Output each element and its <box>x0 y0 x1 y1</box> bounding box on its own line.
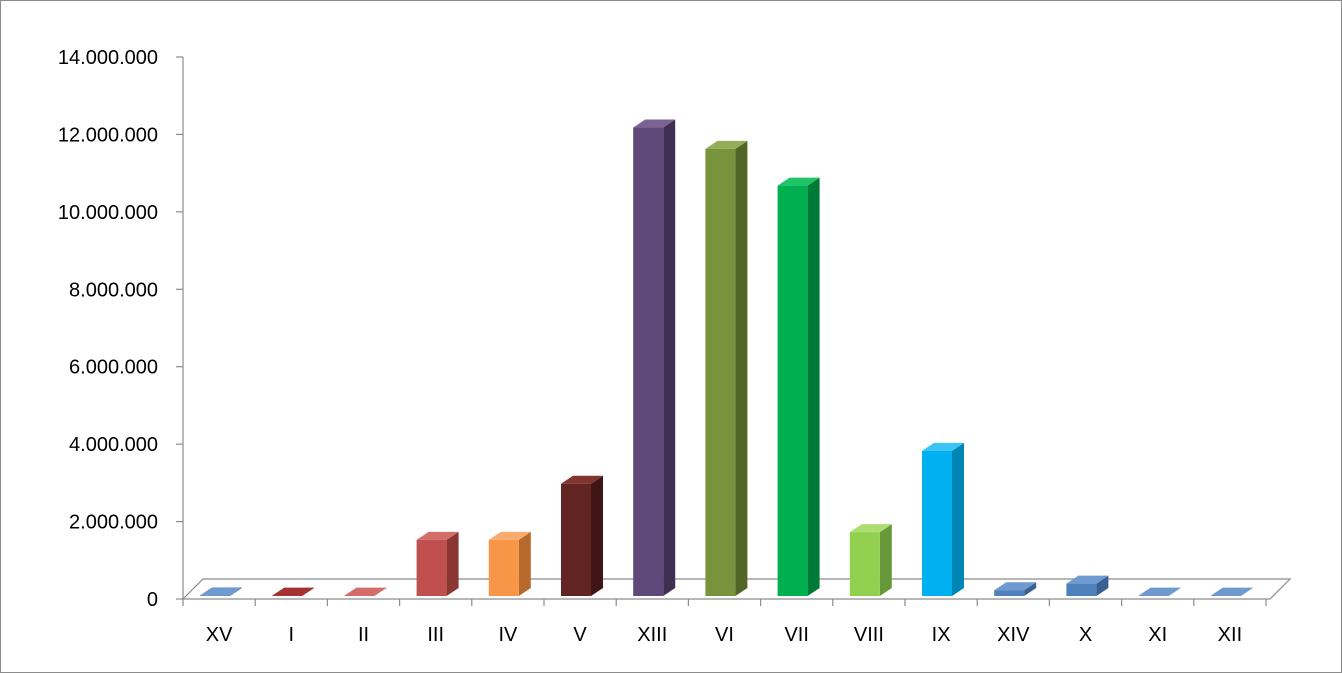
bar-front <box>1066 583 1097 596</box>
x-tick-label: IV <box>498 624 518 646</box>
bar-I <box>272 587 315 596</box>
bar-top <box>849 524 892 533</box>
bar-front <box>922 450 952 596</box>
bar-X <box>1066 575 1109 596</box>
bar-front <box>416 539 447 596</box>
bar-side <box>1168 587 1181 596</box>
bar-IX <box>922 442 964 596</box>
bar-side <box>374 587 387 596</box>
bar-XV <box>200 587 242 596</box>
bar-XI <box>1138 587 1181 596</box>
bar-top <box>200 587 242 596</box>
x-tick-label: IX <box>932 624 951 646</box>
bar-VI <box>705 140 748 596</box>
bar-side <box>735 140 748 596</box>
bar-front <box>200 595 230 596</box>
x-tick-label: XV <box>206 624 233 646</box>
bar-side <box>518 531 531 596</box>
x-tick-label: V <box>573 624 587 646</box>
x-tick-label: XII <box>1218 624 1242 646</box>
bar-VIII <box>849 524 892 596</box>
x-tick-label: VIII <box>854 624 884 646</box>
bar-XII <box>1210 587 1253 596</box>
y-tick-label: 4.000.000 <box>69 434 158 456</box>
floor-outline <box>181 578 1292 600</box>
bar-top <box>994 582 1037 591</box>
x-tick-label: X <box>1079 624 1092 646</box>
bar-front <box>488 539 519 596</box>
y-tick-label: 12.000.000 <box>58 124 158 146</box>
bar-front <box>705 148 736 596</box>
chart-bars <box>200 119 1253 597</box>
bar-side <box>1240 587 1253 596</box>
chart-floor <box>181 578 1292 600</box>
x-tick-label: II <box>358 624 369 646</box>
y-tick-label: 8.000.000 <box>69 279 158 301</box>
bar-II <box>344 587 387 596</box>
bar-V <box>561 475 603 596</box>
bar-XIII <box>633 119 676 597</box>
bar-top <box>777 177 820 186</box>
bar-side <box>446 531 459 596</box>
bar-side <box>1096 575 1109 596</box>
bar-III <box>416 531 459 596</box>
bar-side <box>591 475 603 596</box>
bar-side <box>663 119 676 597</box>
y-tick-label: 14.000.000 <box>58 47 158 69</box>
bar-side <box>952 442 964 596</box>
bar-top <box>561 475 603 484</box>
x-tick-label: VI <box>715 624 734 646</box>
bar-front <box>777 185 808 596</box>
bar-top <box>488 531 531 540</box>
y-tick-label: 0 <box>147 589 158 611</box>
bar-front <box>561 483 591 596</box>
x-tick-label: I <box>289 624 295 646</box>
y-tick-label: 6.000.000 <box>69 357 158 379</box>
bar-front <box>994 590 1025 596</box>
bar-side <box>1024 582 1037 596</box>
x-tick-label: VII <box>784 624 808 646</box>
y-tick-label: 2.000.000 <box>69 512 158 534</box>
bar-top <box>633 119 676 128</box>
chart-axes <box>176 56 1267 606</box>
bar-front <box>633 127 664 597</box>
bar-top <box>272 587 315 596</box>
bar-top <box>1066 575 1109 584</box>
bar-top <box>922 442 964 451</box>
bar-IV <box>488 531 531 596</box>
bar-top <box>1210 587 1253 596</box>
bar-front <box>849 532 880 596</box>
bar-VII <box>777 177 820 596</box>
bar-XIV <box>994 582 1037 596</box>
x-tick-label: III <box>427 624 444 646</box>
bar-top <box>416 531 459 540</box>
bar-side <box>302 587 315 596</box>
bar-side <box>230 587 242 596</box>
y-axis-labels: 0 2.000.000 4.000.000 6.000.000 8.000.000 10.… <box>58 47 158 611</box>
x-tick-label: XIII <box>637 624 667 646</box>
x-tick-label: XI <box>1148 624 1167 646</box>
bar-top <box>1138 587 1181 596</box>
x-tick-label: XIV <box>997 624 1030 646</box>
bar-top <box>705 140 748 149</box>
bar-side <box>879 524 892 596</box>
bar-side <box>807 177 820 596</box>
x-axis-labels: XV I II III IV V XIII VI VII VIII IX XIV X XI XII <box>206 624 1242 646</box>
bar-top <box>344 587 387 596</box>
y-tick-label: 10.000.000 <box>58 202 158 224</box>
